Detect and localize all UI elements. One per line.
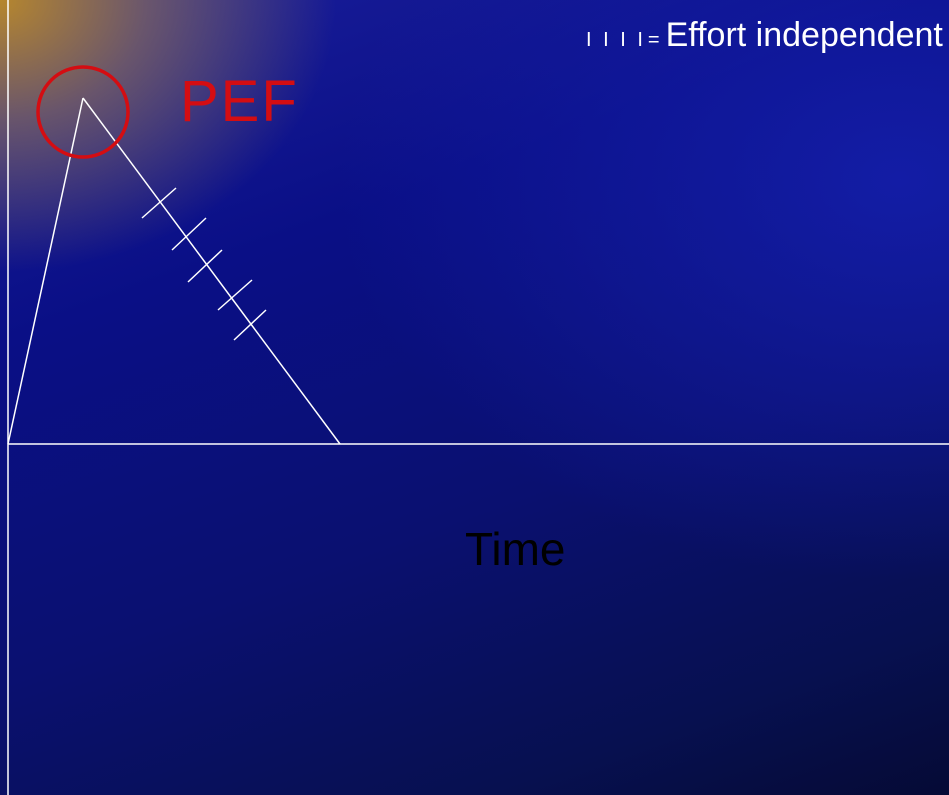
tick-mark <box>171 217 207 251</box>
peak-circle <box>36 65 130 159</box>
falling-limb <box>82 97 341 445</box>
x-axis-label: Time <box>465 523 566 575</box>
tick-mark <box>141 187 177 219</box>
effort-independent-legend: I I I I = Effort independent <box>586 16 943 55</box>
legend-tick-marks: I I I I <box>586 29 646 51</box>
tick-mark <box>217 279 253 311</box>
rising-limb <box>7 97 84 445</box>
tick-mark <box>187 249 223 283</box>
tick-mark <box>233 309 267 341</box>
legend-text: Effort independent <box>665 16 943 54</box>
effort-independent-marks <box>141 187 267 341</box>
peak-label: PEF <box>180 69 299 134</box>
legend-equals: = <box>647 29 660 51</box>
